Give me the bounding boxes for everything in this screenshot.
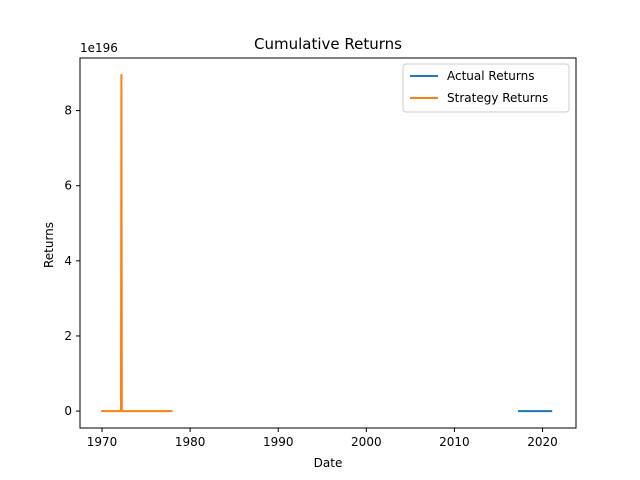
x-tick-label: 1990	[263, 435, 294, 449]
y-tick-label: 4	[64, 254, 72, 268]
legend-label-1: Actual Returns	[447, 69, 534, 83]
legend: Actual Returns Strategy Returns	[402, 63, 570, 113]
chart-title: Cumulative Returns	[254, 35, 402, 53]
series-layer	[101, 73, 553, 413]
y-offset-label: 1e196	[80, 41, 118, 55]
series-line-2	[101, 73, 173, 413]
x-tick-label: 2010	[439, 435, 470, 449]
x-tick-label: 2000	[351, 435, 382, 449]
x-tick-label: 2020	[527, 435, 558, 449]
y-axis-label: Returns	[42, 222, 56, 268]
legend-box	[402, 63, 570, 113]
y-tick-label: 0	[64, 404, 72, 418]
y-tick-label: 6	[64, 179, 72, 193]
x-tick-label: 1980	[175, 435, 206, 449]
x-tick-label: 1970	[87, 435, 118, 449]
y-axis: 0 2 4 6 8	[64, 104, 80, 418]
legend-label-2: Strategy Returns	[447, 91, 548, 105]
x-axis: 1970 1980 1990 2000 2010 2020	[87, 428, 558, 449]
y-tick-label: 8	[64, 104, 72, 118]
plot-frame	[79, 57, 577, 429]
x-axis-label: Date	[314, 456, 343, 470]
y-tick-label: 2	[64, 329, 72, 343]
